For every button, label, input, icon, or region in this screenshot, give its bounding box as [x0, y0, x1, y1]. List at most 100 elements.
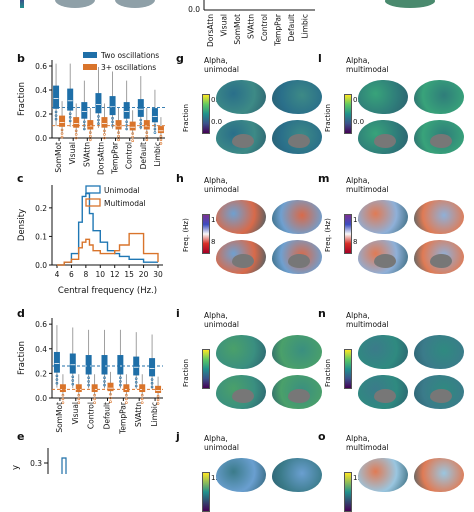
outlier [119, 380, 122, 383]
medial-wall-h-3 [288, 254, 310, 268]
x-tick-label: 15 [124, 270, 134, 279]
brain-view-i-0 [216, 335, 266, 369]
outlier [87, 376, 90, 379]
outlier [134, 377, 138, 380]
panel-label-d: d [17, 307, 25, 320]
box [87, 120, 94, 130]
density-series-1 [57, 232, 159, 266]
category-label: Visual [71, 402, 80, 424]
brain-view-l-1 [414, 80, 464, 114]
box [101, 117, 108, 128]
panel-label-b: b [17, 52, 25, 65]
colorbar-tick-m: 10 [353, 216, 362, 224]
outlier [139, 122, 143, 125]
x-tick-label: 20 [139, 270, 149, 279]
panel-title-h: Alpha, unimodal [204, 176, 239, 194]
outlier [150, 385, 154, 389]
medial-wall-n-3 [430, 389, 452, 403]
outlier [145, 134, 149, 138]
brain-view-n-0 [358, 335, 408, 369]
legend-label-multi: Multimodal [104, 199, 146, 208]
colorbar-label-n: Fraction [324, 359, 332, 387]
outlier [159, 134, 163, 138]
outlier [68, 119, 72, 123]
outlier [74, 133, 78, 136]
outlier [68, 112, 72, 115]
y-axis-label: Density [17, 209, 27, 241]
medial-wall-n-2 [374, 389, 396, 403]
box [107, 382, 114, 392]
category-label: Default [103, 402, 112, 429]
outlier [134, 384, 138, 388]
outlier [74, 136, 78, 140]
colorbar-tick-h: 10 [211, 216, 220, 224]
box [91, 384, 98, 393]
box [69, 353, 76, 374]
brain-view-m-1 [414, 200, 464, 234]
outlier [87, 380, 90, 383]
panel-title-g: Alpha, unimodal [204, 56, 239, 74]
outlier [145, 131, 149, 134]
outlier [150, 378, 154, 381]
outlier [83, 127, 86, 131]
x-tick-label: 8 [83, 270, 88, 279]
top-brain-far-right [385, 0, 435, 8]
x-tick-label: 10 [96, 270, 106, 279]
outlier [140, 393, 144, 397]
outlier [125, 401, 128, 404]
panel-label-c: c [17, 172, 24, 185]
panel-label-o: o [318, 430, 326, 443]
colorbar-label-h: Freq. (Hz) [182, 218, 190, 252]
outlier [77, 393, 81, 397]
panel-title-n: Alpha, multimodal [346, 311, 389, 329]
panel-label-i: i [176, 307, 180, 320]
y-tick-label: 0.6 [35, 62, 47, 71]
colorbar-h [202, 214, 210, 254]
y-tick-label: 0.1 [35, 232, 47, 241]
panel-label-e: e [17, 430, 25, 443]
legend-label-uni: Unimodal [104, 186, 140, 195]
outlier [150, 381, 154, 385]
outlier [61, 401, 65, 404]
brain-view-h-0 [216, 200, 266, 234]
box [81, 102, 88, 119]
box [109, 96, 116, 116]
outlier [153, 127, 157, 131]
outlier [156, 394, 160, 398]
panel-e-ytick: 0.3 [30, 459, 42, 468]
category-label: SomMot [55, 402, 64, 433]
box [115, 120, 122, 130]
colorbar-tick-g: 0.0 [211, 118, 223, 126]
outlier [71, 379, 75, 382]
colorbar-tick-h: 8 [211, 238, 216, 246]
legend-swatch-three [83, 64, 97, 70]
y-axis-label: Fraction [17, 341, 27, 375]
outlier [55, 378, 59, 381]
x-axis-label: Central frequency (Hz.) [58, 286, 157, 296]
panel-b-boxplot: 0.0 0.2 0.4 0.6 Fraction SomMot Visual SVAttn Do… [17, 51, 165, 175]
outlier [68, 116, 72, 119]
outlier [125, 120, 128, 124]
y-tick-label: 0.0 [35, 134, 47, 143]
outlier [60, 132, 64, 135]
y-tick-label: 0.4 [35, 345, 47, 354]
outlier [103, 136, 106, 140]
y-tick-label: 0.0 [35, 261, 47, 270]
medial-wall-m-3 [430, 254, 452, 268]
box [53, 351, 60, 373]
brain-view-h-1 [272, 200, 322, 234]
brain-view-g-0 [216, 80, 266, 114]
outlier [61, 393, 65, 397]
panel-c-density: 0.0 0.1 0.2 4 6 8 10 12 15 20 30 Central frequency … [17, 185, 163, 296]
brain-view-o-1 [414, 458, 464, 492]
outlier [139, 125, 143, 129]
box [157, 126, 164, 134]
medial-wall-m-2 [374, 254, 396, 268]
x-tick-label: 12 [110, 270, 120, 279]
panel-label-l: l [318, 52, 322, 65]
legend-swatch-multi [85, 198, 101, 207]
panel-label-h: h [176, 172, 184, 185]
category-label: TempPar [111, 141, 120, 175]
outlier [97, 118, 100, 122]
colorbar-i [202, 349, 210, 389]
